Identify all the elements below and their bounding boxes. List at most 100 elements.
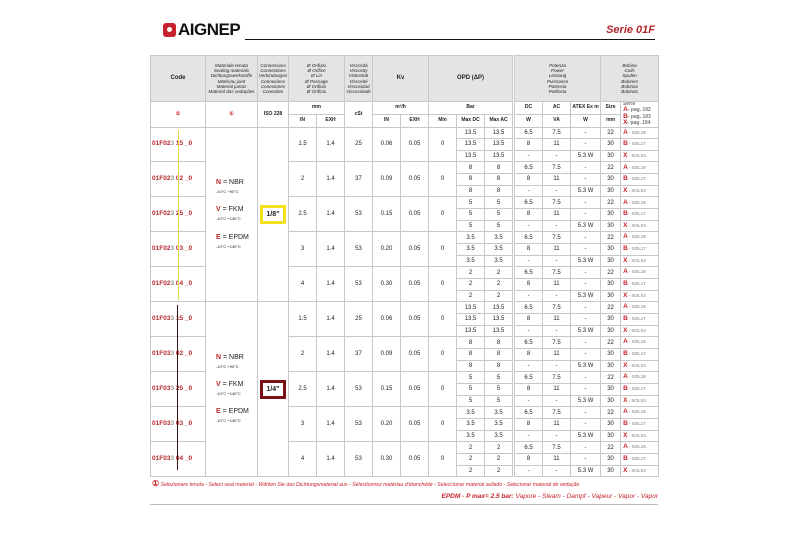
serie-key: B — [623, 112, 628, 120]
connection-label: 1/4" — [260, 379, 286, 399]
power-atex: - — [570, 417, 602, 431]
max-dc-value: 8 — [456, 173, 486, 186]
coil-name: - SOLX4 — [628, 327, 646, 333]
coil-name: - SOL17 — [629, 246, 646, 252]
material-temp: -10°C +140°C — [216, 243, 241, 249]
coil-key: X — [623, 291, 628, 299]
orifice-value: 4 — [288, 441, 317, 478]
power-atex: 5.3 W — [570, 429, 602, 443]
material-option: E = EPDM -10°C +140°C — [216, 407, 257, 425]
header-line: Viscosity — [349, 67, 368, 73]
max-ac-value: 13.5 — [484, 138, 514, 151]
coil-key: X — [623, 186, 628, 194]
code-seal-placeholder: 3 — [170, 210, 175, 218]
table-row: 01F023 15 _0 N = NBR -10°C +90°C V = FKM -10… — [150, 126, 660, 303]
material-name: = FKM — [222, 381, 244, 389]
unit-ac: AC — [542, 101, 572, 115]
product-code[interactable]: 01F033 04 _0 — [150, 441, 206, 478]
min-value: 0 — [428, 301, 458, 338]
max-ac-value: 8 — [484, 336, 514, 349]
table-row: 3.5 3.5 8 11-30 B - SOL17 — [151, 417, 660, 431]
power-dc: 6.5 — [514, 266, 544, 280]
code-prefix: 01F03 — [152, 419, 171, 427]
product-code[interactable]: 01F033 02 _0 — [150, 336, 206, 373]
unit-serie: Serie A- pag. 192 B- pag. 193 X- pag. 194 — [620, 101, 660, 128]
product-code[interactable]: 01F033 15 _0 — [150, 301, 206, 338]
header-line: Connessioni — [260, 62, 286, 68]
exh-value: 1.4 — [315, 266, 346, 303]
coil-key: B — [623, 280, 628, 288]
product-code[interactable]: 01F033 03 _0 — [150, 406, 206, 443]
gap — [512, 243, 515, 256]
coil-serie: X - SOLX4 — [620, 289, 660, 303]
table-row: 8 8- -5.3 W 30 X - SOLX4 — [151, 359, 660, 373]
coil-size: 22 — [600, 371, 622, 384]
coil-serie: A - SOL19 — [620, 161, 660, 175]
power-dc: 8 — [514, 173, 544, 186]
max-ac-value: 2 — [484, 289, 514, 303]
coil-serie: A - SOL19 — [620, 196, 660, 210]
max-dc-value: 13.5 — [456, 138, 486, 151]
gap — [512, 231, 515, 244]
code-suffix: 15 _0 — [174, 140, 193, 148]
code-select-marker: ① — [150, 101, 206, 128]
code-prefix: 01F03 — [152, 315, 171, 323]
header-line: Potenza — [549, 62, 566, 68]
max-ac-value: 13.5 — [484, 301, 514, 314]
coil-size: 30 — [600, 149, 622, 163]
unit-va: VA — [542, 113, 572, 128]
kv-in-value: 0.06 — [372, 301, 402, 338]
coil-size: 22 — [600, 336, 622, 349]
header-line: Viskosität — [348, 73, 369, 79]
kv-exh-value: 0.05 — [400, 371, 430, 408]
epdm-note: EPDM - P max= 2.5 bar: Vapore - Steam - … — [442, 493, 658, 500]
power-dc: - — [514, 394, 544, 408]
gap — [512, 220, 515, 232]
unit-size: Size — [600, 101, 622, 115]
max-ac-value: 8 — [484, 184, 514, 198]
power-ac: - — [542, 359, 572, 373]
coil-key: B — [623, 385, 628, 393]
header-kv-label: Kv — [396, 75, 405, 82]
coil-serie: A - SOL19 — [620, 406, 660, 419]
unit-w: W — [570, 113, 602, 128]
power-dc: - — [514, 359, 544, 373]
header-line: Material juntas — [216, 83, 247, 89]
exh-value: 1.4 — [315, 371, 346, 408]
unit-max_ac: Max AC — [484, 113, 514, 128]
exh-value: 1.4 — [315, 441, 346, 478]
max-dc-value: 2 — [456, 278, 486, 291]
max-dc-value: 8 — [456, 184, 486, 198]
power-dc: - — [514, 184, 544, 198]
header-line: Ø Orifizio — [306, 62, 327, 68]
power-atex: - — [570, 266, 602, 280]
max-ac-value: 2 — [484, 441, 514, 454]
power-dc: 6.5 — [514, 196, 544, 210]
coil-key: X — [623, 326, 628, 334]
cst-value: 53 — [344, 406, 374, 443]
header-coils: Bobina Coils Spulen Bobines Bobinas Bobinas — [600, 55, 660, 102]
coil-size: 22 — [600, 126, 622, 140]
table-row: 01F023 04 _0 4 1.4 53 0.30 0.05 0 2 2 6.5 7.5-22 A … — [150, 266, 660, 303]
coil-name: - SOL17 — [629, 211, 646, 217]
code-prefix: 01F02 — [152, 140, 171, 148]
coil-name: - SOL19 — [629, 409, 646, 415]
max-ac-value: 5 — [484, 371, 514, 384]
coil-name: - SOL17 — [629, 386, 646, 392]
header-line: Ø Orifício — [306, 89, 327, 95]
product-code[interactable]: 01F033 25 _0 — [150, 371, 206, 408]
material-option: N = NBR -10°C +90°C — [216, 178, 257, 196]
max-ac-value: 13.5 — [484, 149, 514, 163]
coil-key: A — [623, 338, 628, 346]
kv-in-value: 0.30 — [372, 266, 402, 303]
coil-serie: A - SOL19 — [620, 441, 660, 454]
unit-mm: mm — [600, 113, 622, 128]
code-suffix: 03 _0 — [174, 245, 193, 253]
power-atex: - — [570, 313, 602, 326]
max-ac-value: 8 — [484, 359, 514, 373]
power-dc: - — [514, 219, 544, 233]
material-name: = EPDM — [222, 408, 249, 416]
gap — [512, 266, 515, 279]
table-row: 8 8 8 11-30 B - SOL17 — [151, 347, 660, 361]
power-dc: 8 — [514, 417, 544, 431]
